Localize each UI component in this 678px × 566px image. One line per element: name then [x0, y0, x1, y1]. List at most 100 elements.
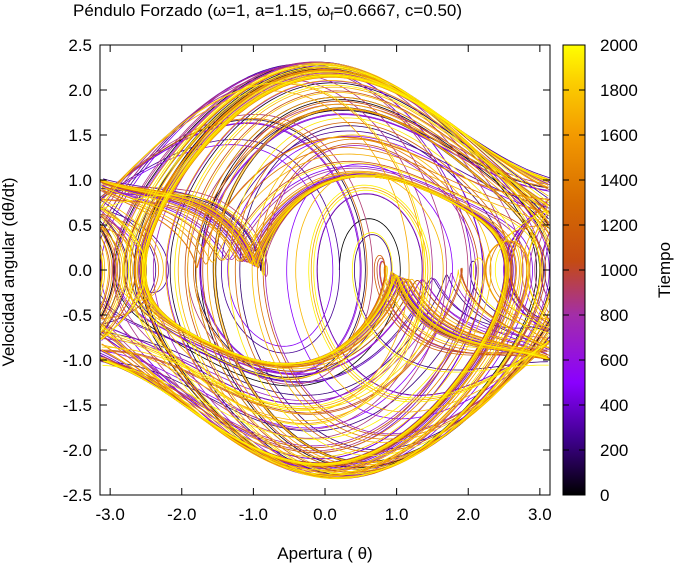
- trajectory-segment: [368, 269, 505, 453]
- trajectory-segment: [449, 267, 463, 309]
- trajectory-segment: [160, 332, 313, 387]
- trajectory-segment: [175, 195, 252, 256]
- trajectory-segment: [191, 333, 327, 365]
- trajectory-segment: [158, 198, 237, 250]
- trajectory-segment: [230, 342, 428, 414]
- trajectory-segment: [159, 199, 235, 252]
- trajectory-segment: [412, 291, 494, 344]
- trajectory-segment: [261, 331, 489, 443]
- trajectory-segment: [100, 313, 549, 397]
- trajectory-segment: [162, 205, 228, 256]
- trajectory-segment: [295, 239, 429, 413]
- trajectory-segment: [468, 242, 544, 408]
- x-tick-label: -3.0: [95, 505, 124, 524]
- trajectory-segment: [308, 278, 464, 403]
- trajectory-segment: [187, 84, 428, 206]
- y-tick-label: -2.5: [63, 486, 92, 505]
- trajectory-segment: [233, 217, 268, 262]
- trajectory-segment: [134, 307, 347, 480]
- trajectory-segment: [301, 92, 520, 193]
- trajectory-segment: [290, 182, 374, 385]
- trajectory-segment: [327, 174, 463, 209]
- trajectory-segment: [141, 308, 257, 375]
- trajectory-segment: [391, 178, 497, 234]
- trajectory-segment: [392, 176, 500, 231]
- trajectory-segment: [149, 70, 388, 216]
- trajectory-segment: [344, 213, 469, 448]
- trajectory-segment: [313, 251, 441, 399]
- trajectory-segment: [359, 83, 550, 207]
- trajectory-segment: [250, 314, 379, 365]
- trajectory-segment: [115, 163, 164, 302]
- trajectory-segment: [123, 201, 193, 255]
- trajectory-segment: [420, 249, 506, 420]
- trajectory-segment: [272, 305, 396, 370]
- trajectory-segment: [214, 107, 409, 250]
- trajectory-segment: [449, 301, 530, 329]
- trajectory-segment: [306, 108, 506, 203]
- trajectory-segment: [155, 311, 267, 364]
- x-tick-label: 0.0: [313, 505, 337, 524]
- trajectory-segment: [508, 241, 530, 333]
- y-tick-label: -2.0: [63, 441, 92, 460]
- trajectory-segment: [102, 364, 549, 373]
- trajectory-segment: [188, 354, 385, 414]
- trajectory-segment: [216, 147, 349, 243]
- trajectory-segment: [137, 194, 246, 225]
- trajectory-segment: [142, 149, 202, 302]
- trajectory-segment: [100, 291, 549, 392]
- trajectory-segment: [262, 173, 388, 231]
- trajectory-segment: [137, 114, 352, 183]
- trajectory-segment: [464, 233, 509, 374]
- trajectory-segment: [338, 218, 399, 271]
- trajectory-segment: [393, 143, 536, 211]
- trajectory-segment: [462, 207, 507, 300]
- trajectory-segment: [379, 260, 420, 338]
- trajectory-segment: [459, 276, 513, 331]
- trajectory-segment: [191, 242, 207, 268]
- trajectory-segment: [102, 341, 550, 349]
- trajectory-segment: [473, 272, 522, 325]
- trajectory-segment: [279, 63, 521, 200]
- trajectory-segment: [376, 257, 410, 333]
- colorbar-tick-label: 1800: [600, 81, 638, 100]
- trajectory-segment: [476, 232, 516, 366]
- trajectory-segment: [241, 162, 376, 232]
- y-tick-label: -1.0: [63, 351, 92, 370]
- trajectory-segment: [421, 284, 485, 335]
- trajectory-segment: [101, 336, 549, 370]
- y-tick-label: 0.5: [68, 216, 92, 235]
- trajectory-segment: [469, 260, 477, 280]
- trajectory-segment: [160, 317, 280, 367]
- trajectory-segment: [100, 185, 550, 313]
- trajectory-segment: [100, 118, 549, 223]
- trajectory-segment: [479, 233, 520, 368]
- trajectory-segment: [310, 187, 378, 337]
- trajectory-segment: [333, 193, 423, 266]
- trajectory-segment: [133, 337, 296, 405]
- trajectory-segment: [100, 198, 548, 244]
- trajectory-segment: [133, 123, 337, 182]
- trajectory-segment: [114, 351, 284, 413]
- trajectory-segment: [485, 253, 516, 320]
- y-tick-label: 2.0: [68, 81, 92, 100]
- colorbar-tick-label: 800: [600, 306, 628, 325]
- trajectory-segment: [116, 167, 163, 295]
- x-tick-label: -1.0: [239, 505, 268, 524]
- trajectory-segment: [445, 242, 512, 401]
- trajectory-segment: [357, 254, 485, 446]
- x-tick-label: 3.0: [528, 505, 552, 524]
- trajectory-segment: [302, 299, 502, 465]
- trajectory-segment: [100, 82, 549, 230]
- trajectory-segment: [242, 326, 386, 372]
- trajectory-segment: [206, 66, 459, 214]
- trajectory-segment: [142, 251, 193, 335]
- trajectory-segment: [116, 364, 350, 458]
- trajectory-segment: [479, 227, 510, 353]
- trajectory-segment: [472, 257, 485, 280]
- trajectory-segment: [350, 279, 484, 434]
- trajectory-segment: [362, 143, 479, 270]
- trajectory-segment: [193, 198, 258, 264]
- trajectory-segment: [220, 189, 277, 261]
